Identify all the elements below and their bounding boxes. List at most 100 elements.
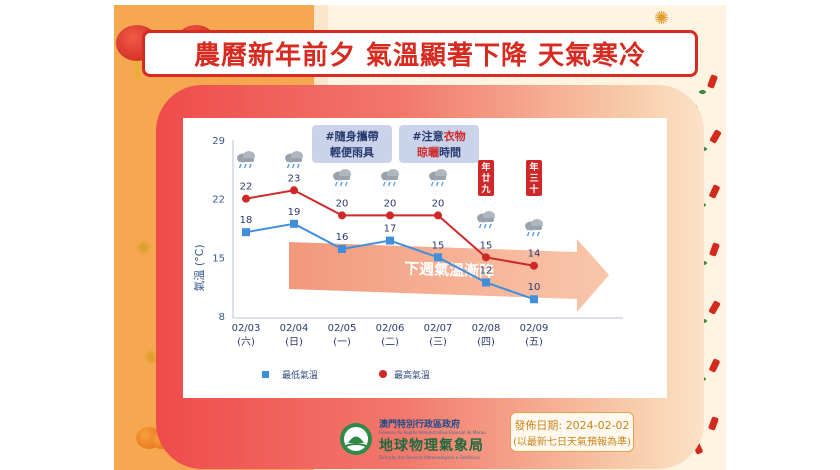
firework-icon: ✺ xyxy=(144,348,160,369)
note-clothes-drying-a: #注意 xyxy=(412,129,443,143)
low-temp-label: 19 xyxy=(288,207,301,218)
note-rain-gear-line1: #隨身攜帶 xyxy=(325,129,378,143)
x-tick-label: 02/05 xyxy=(328,323,357,334)
low-temp-point xyxy=(434,253,442,262)
special-day-char: 十 xyxy=(529,183,538,195)
trend-arrow xyxy=(289,239,609,312)
high-temp-label: 20 xyxy=(432,198,445,209)
firework-icon: ✺ xyxy=(654,8,670,29)
page-title: 農曆新年前夕 氣溫顯著下降 天氣寒冷 xyxy=(193,41,647,71)
chart-panel: 8 15 22 29 氣溫 (°C) 下週氣溫漸降 #隨身攜帶 輕便雨具 #注意衣物 … xyxy=(183,118,667,398)
low-temp-point xyxy=(386,236,394,245)
poster: ✺ ✺ ✺ ✺ ✺ 農曆新年前夕 氣溫顯著下降 天氣寒冷 xyxy=(114,5,726,470)
svg-text:#注意衣物: #注意衣物 xyxy=(412,129,465,143)
note-rain-gear: #隨身攜帶 輕便雨具 xyxy=(312,125,392,163)
x-weekday-label: (四) xyxy=(477,337,495,348)
x-weekday-label: (五) xyxy=(525,337,543,348)
low-temp-label: 12 xyxy=(480,265,493,276)
high-temp-label: 20 xyxy=(384,198,397,209)
high-temp-label: 23 xyxy=(288,173,301,184)
x-tick-label: 02/03 xyxy=(232,323,261,334)
low-temp-label: 16 xyxy=(336,232,349,243)
weather-icons xyxy=(237,151,543,237)
rain-cloud-icon xyxy=(381,169,399,187)
high-temp-label: 15 xyxy=(480,240,493,251)
high-temp-label: 20 xyxy=(336,198,349,209)
high-temp-point xyxy=(386,211,394,220)
rain-cloud-icon xyxy=(237,151,255,169)
low-temp-label: 10 xyxy=(528,282,541,293)
svg-text:晾曬時間: 晾曬時間 xyxy=(417,145,461,159)
legend-low-label: 最低氣溫 xyxy=(282,369,318,381)
low-temp-point xyxy=(530,295,538,304)
brand-name-sub: Direcção dos Serviços Meteorológicos e G… xyxy=(379,455,481,460)
low-temp-label: 18 xyxy=(240,215,253,226)
low-temp-point xyxy=(242,228,250,237)
low-temp-label: 15 xyxy=(432,240,445,251)
rain-cloud-icon xyxy=(477,211,495,229)
y-axis: 8 15 22 29 xyxy=(212,136,234,323)
series-layer: 18 19 16 17 15 12 10 22 23 20 20 20 15 14 xyxy=(240,173,541,304)
special-day-badge xyxy=(526,160,542,196)
rain-cloud-icon xyxy=(333,169,351,187)
title-banner: 農曆新年前夕 氣溫顯著下降 天氣寒冷 xyxy=(142,30,698,77)
brand-logo: 澳門特別行政區政府 Governo da Região Administrati… xyxy=(339,417,486,460)
note-clothes-drying: #注意衣物 晾曬時間 xyxy=(399,125,479,163)
issue-date: 發佈日期: 2024-02-02 xyxy=(514,418,630,432)
x-tick-label: 02/06 xyxy=(376,323,405,334)
high-temp-point xyxy=(290,186,298,195)
high-temp-label: 14 xyxy=(528,249,541,260)
high-temp-label: 22 xyxy=(240,182,253,193)
low-temp-label: 17 xyxy=(384,224,397,235)
legend-high-label: 最高氣溫 xyxy=(394,369,430,381)
rain-cloud-icon xyxy=(285,151,303,169)
x-axis: 02/03 (六) 02/04 (日) 02/05 (一) 02/06 (二) 02/07 (三)… xyxy=(232,317,623,348)
high-temp-point xyxy=(434,211,442,220)
low-temp-point xyxy=(290,219,298,228)
special-day-char: 年 xyxy=(481,161,490,173)
high-temp-point xyxy=(242,194,250,203)
legend-low-marker xyxy=(262,371,269,378)
issue-note: (以最新七日天氣預報為準) xyxy=(513,436,631,448)
low-temp-point xyxy=(338,244,346,253)
firework-icon: ✺ xyxy=(136,238,152,259)
note-clothes-drying-c: 晾曬 xyxy=(417,145,439,159)
emblem-icon xyxy=(340,422,372,455)
special-day-char: 廿 xyxy=(481,172,490,184)
legend-high-marker xyxy=(379,370,387,378)
brand-name: 地球物理氣象局 xyxy=(379,438,484,454)
brand-gov-sub: Governo da Região Administrativa Especia… xyxy=(379,430,486,435)
x-tick-label: 02/09 xyxy=(520,323,549,334)
special-day-char: 九 xyxy=(480,183,490,195)
y-tick-label: 29 xyxy=(212,136,225,147)
x-tick-label: 02/04 xyxy=(280,323,309,334)
x-weekday-label: (日) xyxy=(285,337,303,348)
special-day-char: 三 xyxy=(529,173,538,184)
x-weekday-label: (二) xyxy=(381,337,399,348)
note-clothes-drying-d: 時間 xyxy=(439,145,461,159)
special-day-char: 年 xyxy=(529,161,538,173)
rain-cloud-icon xyxy=(525,219,543,237)
low-temp-point xyxy=(482,278,490,287)
legend: 最低氣溫 最高氣溫 xyxy=(262,369,430,381)
special-day-badge xyxy=(478,160,494,196)
high-temp-point xyxy=(338,211,346,220)
x-weekday-label: (三) xyxy=(429,337,447,348)
note-rain-gear-line2: 輕便雨具 xyxy=(330,145,374,159)
brand-gov: 澳門特別行政區政府 xyxy=(379,420,461,430)
x-weekday-label: (一) xyxy=(333,337,351,348)
y-tick-label: 22 xyxy=(212,195,225,206)
high-temp-point xyxy=(530,261,538,270)
note-clothes-drying-b: 衣物 xyxy=(444,129,466,143)
y-axis-label: 氣溫 (°C) xyxy=(192,244,206,291)
issue-date-box: 發佈日期: 2024-02-02 (以最新七日天氣預報為準) xyxy=(510,412,634,452)
y-tick-label: 8 xyxy=(219,312,225,323)
x-tick-label: 02/07 xyxy=(424,323,453,334)
x-tick-label: 02/08 xyxy=(472,323,501,334)
x-weekday-label: (六) xyxy=(237,336,255,348)
high-temp-point xyxy=(482,253,490,262)
rain-cloud-icon xyxy=(429,169,447,187)
y-tick-label: 15 xyxy=(212,253,225,264)
